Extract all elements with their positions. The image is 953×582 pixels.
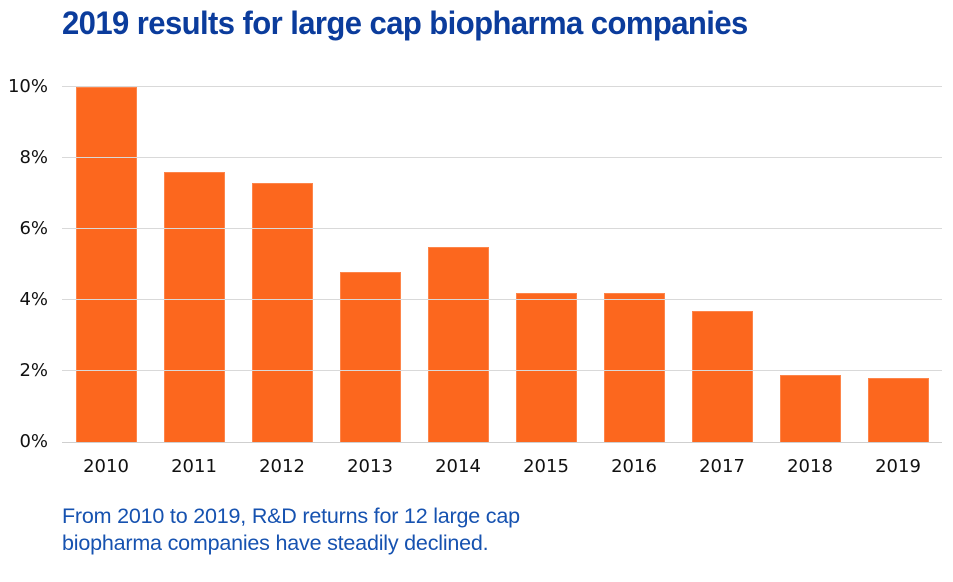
- x-tick-label-2012: 2012: [259, 456, 305, 477]
- bar-slot-2013: [326, 87, 414, 442]
- bar-2015: [515, 292, 577, 442]
- chart-title: 2019 results for large cap biopharma com…: [62, 5, 748, 41]
- bar-slot-2010: [62, 87, 150, 442]
- bar-slot-2015: [502, 87, 590, 442]
- caption-line-2: biopharma companies have steadily declin…: [62, 531, 489, 555]
- gridline-6pct: [62, 228, 942, 229]
- bar-slot-2012: [238, 87, 326, 442]
- bar-2013: [339, 271, 401, 442]
- bar-2014: [427, 246, 489, 442]
- x-tick-label-2017: 2017: [699, 456, 745, 477]
- gridline-8pct: [62, 157, 942, 158]
- gridline-10pct: [62, 86, 942, 87]
- y-tick-label-4pct: 4%: [19, 289, 48, 310]
- x-tick-label-2010: 2010: [83, 456, 129, 477]
- caption: From 2010 to 2019, R&D returns for 12 la…: [62, 503, 520, 557]
- y-tick-label-8pct: 8%: [19, 147, 48, 168]
- x-tick-label-2015: 2015: [523, 456, 569, 477]
- bar-slot-2014: [414, 87, 502, 442]
- gridline-0pct: [62, 442, 942, 443]
- y-axis-labels: 0% 2% 4% 6% 8% 10%: [0, 76, 48, 452]
- y-tick-label-6pct: 6%: [19, 218, 48, 239]
- gridline-4pct: [62, 299, 942, 300]
- bar-2019: [867, 378, 929, 442]
- bar-slot-2016: [590, 87, 678, 442]
- caption-line-1: From 2010 to 2019, R&D returns for 12 la…: [62, 504, 520, 528]
- y-tick-label-10pct: 10%: [7, 76, 48, 97]
- bar-2012: [251, 182, 313, 442]
- bar-2010: [75, 87, 137, 442]
- x-tick-label-2019: 2019: [875, 456, 921, 477]
- bar-2018: [779, 374, 841, 442]
- x-tick-label-2018: 2018: [787, 456, 833, 477]
- bar-2016: [603, 292, 665, 442]
- y-tick-label-0pct: 0%: [19, 431, 48, 452]
- x-tick-label-2011: 2011: [171, 456, 217, 477]
- x-tick-label-2014: 2014: [435, 456, 481, 477]
- bar-slot-2019: [854, 87, 942, 442]
- bar-2017: [691, 310, 753, 442]
- plot-area: [62, 86, 942, 443]
- bar-series: [62, 87, 942, 442]
- bar-slot-2011: [150, 87, 238, 442]
- x-tick-label-2016: 2016: [611, 456, 657, 477]
- bar-2011: [163, 172, 225, 442]
- y-tick-label-2pct: 2%: [19, 360, 48, 381]
- x-axis-labels: 2010 2011 2012 2013 2014 2015 2016 2017 2018 2019: [62, 456, 942, 477]
- bar-slot-2018: [766, 87, 854, 442]
- bar-slot-2017: [678, 87, 766, 442]
- gridline-2pct: [62, 370, 942, 371]
- x-tick-label-2013: 2013: [347, 456, 393, 477]
